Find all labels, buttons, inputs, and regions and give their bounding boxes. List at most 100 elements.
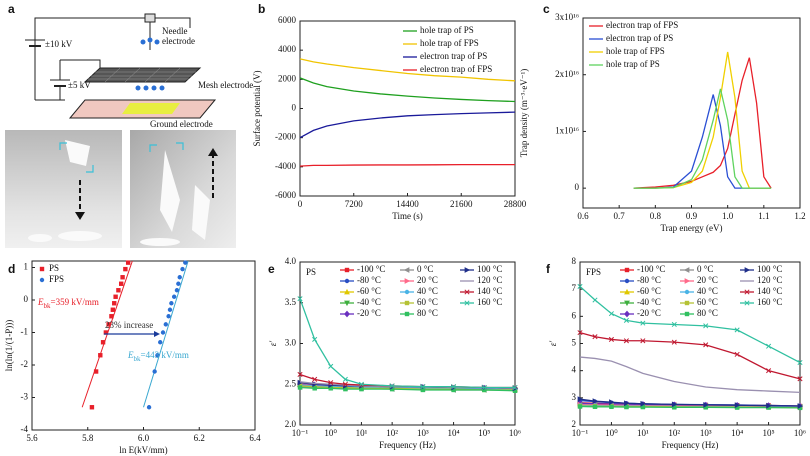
annotation: Ebk=443 kV/mm <box>127 350 189 363</box>
marker <box>451 384 457 390</box>
x-tick-label: 0.7 <box>614 211 626 221</box>
fit-line <box>143 260 189 408</box>
marker <box>766 402 772 409</box>
legend-label: -20 °C <box>357 308 381 318</box>
x-tick-label: 6.0 <box>138 433 150 443</box>
legend-label: hole trap of FPS <box>606 46 665 56</box>
legend-label: -40 °C <box>357 297 381 307</box>
y-tick-label: 5 <box>572 338 577 348</box>
marker <box>703 405 708 410</box>
marker <box>672 405 677 410</box>
marker <box>344 300 350 307</box>
y-tick-label: 1 <box>24 262 29 272</box>
x-tick-label: 10⁰ <box>605 428 618 438</box>
x-tick-label: 10⁴ <box>448 428 460 438</box>
label: Needle <box>162 26 187 36</box>
marker <box>404 289 410 295</box>
y-tick-label: -6000 <box>275 190 296 200</box>
legend-label: -80 °C <box>637 275 661 285</box>
label: Mesh electrode <box>198 80 253 90</box>
marker <box>592 398 599 404</box>
plot-frame <box>299 20 516 197</box>
x-axis-label: ln E(kV/mm) <box>119 445 167 455</box>
legend-label: 80 °C <box>697 308 718 318</box>
y-tick-label: -4000 <box>275 161 296 171</box>
marker <box>160 330 166 335</box>
marker <box>359 386 364 392</box>
marker <box>146 405 152 410</box>
x-tick-label: 5.8 <box>82 433 94 443</box>
x-tick-label: 10³ <box>700 428 712 438</box>
y-axis-label: Surface potential (V) <box>252 71 262 147</box>
marker <box>624 400 630 407</box>
charges <box>135 37 165 91</box>
marker <box>180 266 185 272</box>
series-line <box>299 298 515 389</box>
legend-label: hole trap of PS <box>420 25 474 35</box>
series-line <box>299 386 516 392</box>
annotation: 23% increase <box>105 320 153 330</box>
y-tick-label: -1 <box>21 327 29 337</box>
marker <box>797 403 804 409</box>
marker <box>592 404 598 409</box>
legend-label: 0 °C <box>697 264 713 274</box>
series-line <box>633 94 772 189</box>
photo <box>5 130 122 248</box>
x-tick-label: 10¹ <box>637 428 649 438</box>
x-tick-label: 1.0 <box>722 211 734 221</box>
x-tick-label: 7200 <box>345 199 364 209</box>
y-tick-label: 0 <box>24 294 29 304</box>
arrow-head <box>75 212 85 220</box>
panel-letter: b <box>258 2 265 16</box>
marker <box>671 339 677 345</box>
marker <box>482 387 487 393</box>
marker <box>744 289 750 295</box>
marker <box>344 267 350 273</box>
legend-label: 120 °C <box>757 275 782 285</box>
marker <box>312 376 318 382</box>
marker <box>389 383 395 389</box>
x-tick-label: 10⁵ <box>763 428 775 438</box>
marker <box>734 327 740 333</box>
marker <box>344 310 350 318</box>
marker <box>106 322 111 327</box>
y-axis-label: ln(ln(1/(1-P))) <box>4 320 14 372</box>
x-tick-label: 10³ <box>417 428 429 438</box>
annotation-symbol: E <box>37 297 44 307</box>
annotation-symbol: E <box>127 350 134 360</box>
x-tick-label: 10⁴ <box>731 428 743 438</box>
marker <box>389 386 395 392</box>
marker <box>116 288 121 293</box>
marker <box>766 343 772 349</box>
arrow-head <box>208 148 218 156</box>
annotation-text: 23% increase <box>105 320 153 330</box>
legend-label: 40 °C <box>417 286 438 296</box>
plot-label: PS <box>306 267 316 277</box>
marker <box>420 387 426 393</box>
marker <box>89 405 95 410</box>
marker <box>110 307 116 312</box>
series-line <box>633 57 772 189</box>
marker <box>451 387 456 393</box>
y-tick-label: 2x10¹⁶ <box>555 69 579 79</box>
marker <box>624 310 630 318</box>
y-axis-label: ε' <box>548 340 558 347</box>
marker <box>176 281 181 286</box>
y-tick-label: 1x10¹⁶ <box>555 125 579 135</box>
marker <box>167 307 173 312</box>
marker <box>683 267 690 273</box>
label: Ground electrode <box>150 119 213 129</box>
marker <box>103 330 109 335</box>
legend-label: -80 °C <box>357 275 381 285</box>
x-tick-label: 10⁻¹ <box>292 428 309 438</box>
marker <box>671 401 678 408</box>
x-axis-label: Time (s) <box>392 211 422 221</box>
x-tick-label: 10⁻¹ <box>572 428 589 438</box>
legend-label: electron trap of FPS <box>606 20 678 30</box>
x-tick-label: 6.2 <box>194 433 205 443</box>
marker <box>344 278 350 284</box>
y-tick-label: 4 <box>572 365 577 375</box>
legend-label: -60 °C <box>637 286 661 296</box>
marker <box>481 384 487 391</box>
